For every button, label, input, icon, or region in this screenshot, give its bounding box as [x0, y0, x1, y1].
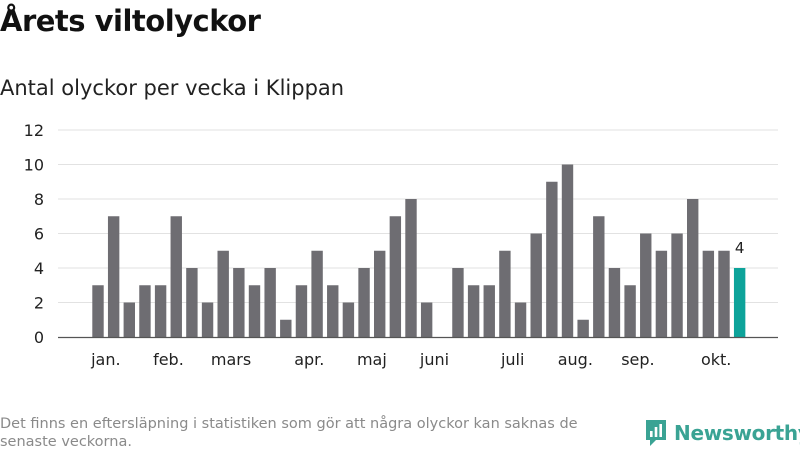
y-tick-label: 6 [34, 225, 44, 244]
bar [483, 285, 495, 337]
bar [499, 250, 511, 337]
y-tick-label: 10 [24, 156, 44, 175]
x-month-label: sep. [621, 350, 654, 369]
bar [154, 285, 167, 337]
bar [139, 285, 151, 337]
bar [92, 285, 104, 337]
chart-title: Årets viltolyckor [0, 4, 261, 38]
bar [608, 268, 621, 337]
x-month-label: apr. [294, 350, 324, 369]
bar [546, 181, 558, 337]
y-tick-label: 2 [34, 294, 44, 313]
bar [374, 250, 386, 337]
x-month-label: maj [357, 350, 387, 369]
bar [170, 216, 182, 337]
bar [186, 268, 198, 337]
chart-subtitle: Antal olyckor per vecka i Klippan [0, 76, 345, 100]
bar [420, 302, 433, 337]
bar [671, 233, 683, 337]
bar [123, 302, 135, 337]
bar [311, 250, 323, 337]
bar [389, 216, 402, 337]
bar [467, 285, 480, 337]
bar [514, 302, 527, 337]
bar [718, 250, 730, 337]
bar [107, 216, 120, 337]
bar-latest-week [733, 268, 746, 337]
bar [405, 199, 417, 337]
bar [342, 302, 355, 337]
bar [233, 268, 245, 337]
bar [561, 164, 574, 337]
y-tick-label: 0 [34, 328, 44, 347]
bar [640, 233, 652, 337]
bar [248, 285, 261, 337]
bar [577, 319, 589, 337]
bar [530, 233, 542, 337]
y-tick-label: 12 [24, 121, 44, 140]
bar [593, 216, 605, 337]
x-month-label: aug. [558, 350, 593, 369]
brand-logo: Newsworthy [644, 418, 800, 448]
bar [327, 285, 339, 337]
last-value-label: 4 [735, 239, 745, 257]
bar [201, 302, 214, 337]
x-month-label: feb. [153, 350, 184, 369]
footnote: Det finns en eftersläpning i statistiken… [0, 416, 578, 450]
x-month-label: juli [500, 350, 524, 369]
x-month-label: mars [211, 350, 251, 369]
bar-chart: 0 2 4 6 8 10 12 4 jan. feb. mars apr. maj juni juli aug… [24, 121, 778, 369]
x-month-label: okt. [701, 350, 731, 369]
bar [624, 285, 636, 337]
y-tick-label: 8 [34, 190, 44, 209]
bar [702, 250, 715, 337]
bar [452, 268, 464, 337]
bar [280, 319, 292, 337]
bar [358, 268, 370, 337]
bar [687, 199, 699, 337]
x-month-label: jan. [90, 350, 120, 369]
bar [295, 285, 308, 337]
bar [217, 250, 229, 337]
bar [264, 268, 276, 337]
bar [655, 250, 668, 337]
newsworthy-logo-icon [646, 420, 666, 446]
y-tick-label: 4 [34, 259, 44, 278]
x-month-label: juni [419, 350, 449, 369]
brand-name: Newsworthy [674, 421, 800, 445]
